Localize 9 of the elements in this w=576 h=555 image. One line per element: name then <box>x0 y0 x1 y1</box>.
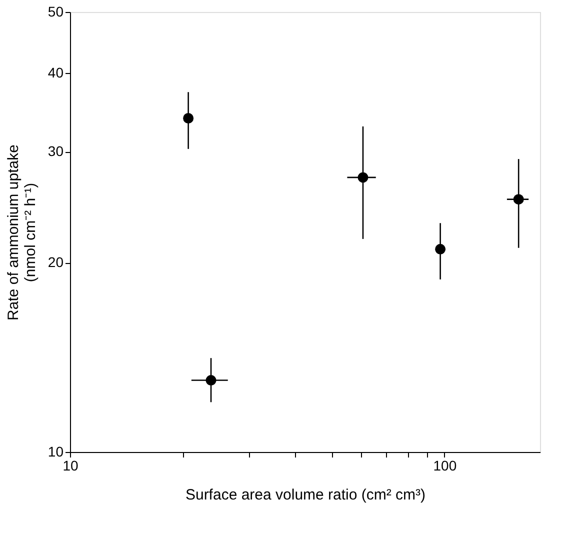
y-tick-label: 30 <box>48 143 64 160</box>
text: Rate of ammonium uptake <box>4 144 22 320</box>
text: (nmol cm⁻² h⁻¹) <box>22 182 39 282</box>
y-tick-label: 40 <box>48 64 64 81</box>
y-tick-label: 10 <box>48 444 64 460</box>
x-tick-label: 100 <box>433 458 457 474</box>
y-tick-label: 20 <box>48 254 64 270</box>
y-tick-label: 50 <box>48 4 64 20</box>
x-axis-title: Surface area volume ratio (cm² cm³) <box>185 486 426 504</box>
